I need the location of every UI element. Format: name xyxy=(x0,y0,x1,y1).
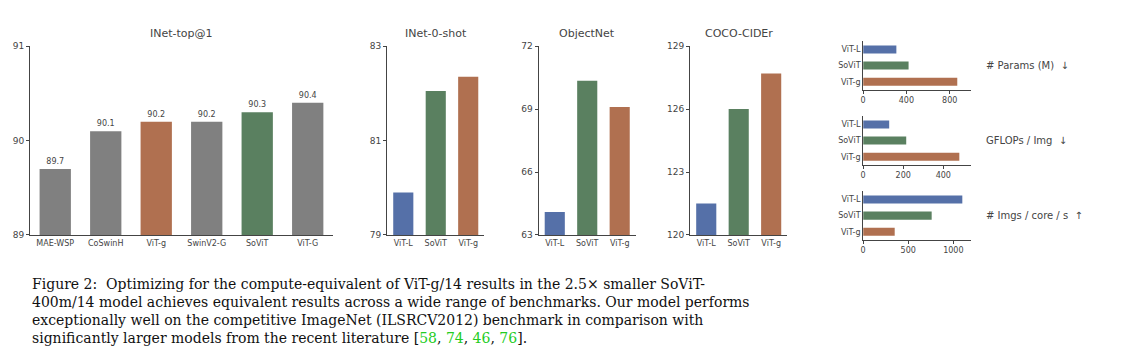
svg-text:ViT-g: ViT-g xyxy=(841,228,861,237)
svg-text:126: 126 xyxy=(667,104,684,114)
svg-text:400m/14 model achieves equival: 400m/14 model achieves equivalent result… xyxy=(32,294,750,310)
svg-text:ViT-L: ViT-L xyxy=(394,239,414,248)
svg-text:400: 400 xyxy=(899,96,914,105)
svg-text:90.2: 90.2 xyxy=(147,110,165,119)
svg-text:0: 0 xyxy=(861,171,866,180)
svg-text:800: 800 xyxy=(942,96,957,105)
svg-text:ViT-g: ViT-g xyxy=(610,239,630,248)
svg-text:SwinV2-G: SwinV2-G xyxy=(187,239,226,248)
svg-text:ViT-g: ViT-g xyxy=(146,239,166,248)
svg-text:66: 66 xyxy=(521,167,533,177)
svg-text:GFLOPs / Img ↓: GFLOPs / Img ↓ xyxy=(986,135,1067,146)
svg-text:0: 0 xyxy=(861,246,866,255)
svg-text:Figure 2: Optimizing for the: Figure 2: Optimizing for the compute-equ… xyxy=(32,276,705,292)
svg-text:INet-top@1: INet-top@1 xyxy=(150,27,213,40)
svg-text:# Params (M) ↓: # Params (M) ↓ xyxy=(986,60,1069,71)
svg-text:SoViT: SoViT xyxy=(246,239,268,248)
svg-text:ViT-G: ViT-G xyxy=(297,239,318,248)
svg-text:SoViT: SoViT xyxy=(838,136,860,145)
svg-text:MAE-WSP: MAE-WSP xyxy=(36,239,74,248)
svg-text:69: 69 xyxy=(521,104,533,114)
svg-text:200: 200 xyxy=(896,171,911,180)
svg-text:SoViT: SoViT xyxy=(838,61,860,70)
svg-text:# Imgs / core / s ↑: # Imgs / core / s ↑ xyxy=(986,210,1083,221)
svg-text:SoViT: SoViT xyxy=(425,239,447,248)
svg-text:ViT-g: ViT-g xyxy=(841,153,861,162)
svg-text:SoViT: SoViT xyxy=(576,239,598,248)
svg-text:ViT-g: ViT-g xyxy=(841,77,861,86)
svg-text:89.7: 89.7 xyxy=(46,157,64,166)
svg-text:ObjectNet: ObjectNet xyxy=(559,27,615,40)
svg-text:81: 81 xyxy=(370,136,381,146)
svg-text:SoViT: SoViT xyxy=(728,239,750,248)
svg-text:ViT-L: ViT-L xyxy=(842,120,862,129)
svg-text:ViT-L: ViT-L xyxy=(842,45,862,54)
svg-text:ViT-L: ViT-L xyxy=(697,239,717,248)
svg-text:79: 79 xyxy=(370,230,382,240)
svg-text:0: 0 xyxy=(861,96,866,105)
svg-text:ViT-g: ViT-g xyxy=(458,239,478,248)
svg-text:90.4: 90.4 xyxy=(299,91,317,100)
svg-text:90.3: 90.3 xyxy=(248,100,266,109)
svg-text:COCO-CIDEr: COCO-CIDEr xyxy=(705,27,773,40)
svg-text:63: 63 xyxy=(521,230,532,240)
svg-text:91: 91 xyxy=(13,41,24,51)
svg-text:129: 129 xyxy=(667,41,684,51)
svg-text:123: 123 xyxy=(667,167,684,177)
svg-text:CoSwinH: CoSwinH xyxy=(88,239,123,248)
svg-text:INet-0-shot: INet-0-shot xyxy=(405,27,467,40)
svg-text:90: 90 xyxy=(13,136,25,146)
svg-text:90.2: 90.2 xyxy=(198,110,216,119)
svg-text:400: 400 xyxy=(936,171,951,180)
svg-text:72: 72 xyxy=(521,41,532,51)
svg-text:89: 89 xyxy=(13,230,25,240)
svg-text:1000: 1000 xyxy=(943,246,963,255)
svg-text:exceptionally well on the comp: exceptionally well on the competitive Im… xyxy=(32,312,703,328)
svg-text:SoViT: SoViT xyxy=(838,211,860,220)
svg-text:ViT-L: ViT-L xyxy=(842,195,862,204)
svg-text:500: 500 xyxy=(901,246,916,255)
svg-text:83: 83 xyxy=(370,41,381,51)
svg-text:significantly larger models fr: significantly larger models from the rec… xyxy=(32,330,527,346)
svg-text:ViT-g: ViT-g xyxy=(761,239,781,248)
svg-text:90.1: 90.1 xyxy=(97,119,115,128)
svg-text:ViT-L: ViT-L xyxy=(545,239,565,248)
svg-text:120: 120 xyxy=(667,230,684,240)
